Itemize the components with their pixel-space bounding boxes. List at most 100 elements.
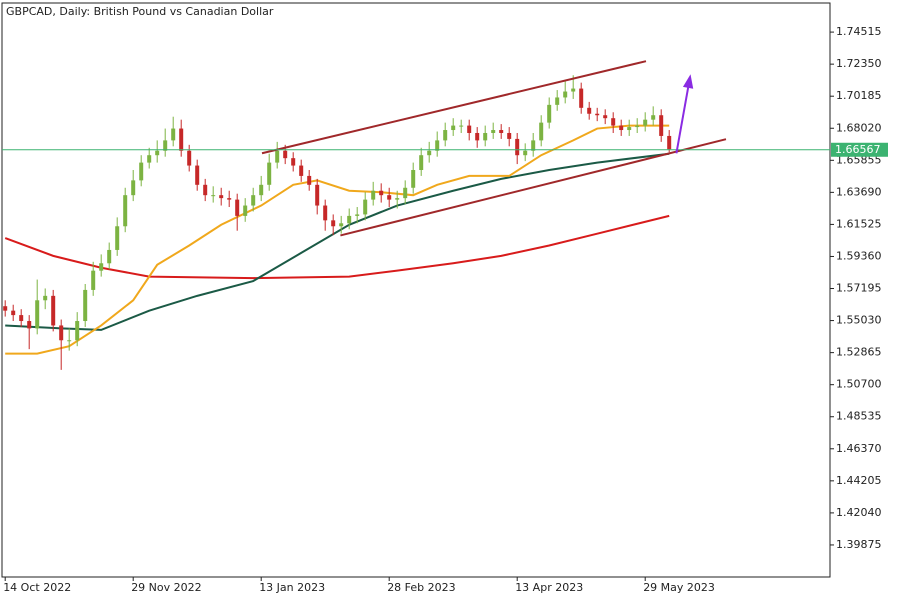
candle-body (515, 138, 520, 156)
candle-body (579, 88, 584, 108)
candle-body (387, 195, 392, 200)
current-price-box (831, 142, 888, 157)
x-tick-label: 29 May 2023 (643, 581, 715, 594)
candle-body (619, 125, 624, 131)
candle-body (195, 165, 200, 185)
candle-body (531, 140, 536, 151)
arrow-head (682, 74, 694, 89)
y-tick-label: 1.63690 (836, 185, 882, 198)
y-tick-label: 1.52865 (836, 346, 882, 359)
candle-body (99, 263, 104, 271)
candle-body (363, 199, 368, 215)
candle-body (547, 104, 552, 123)
candle-body (435, 140, 440, 151)
candle-body (283, 150, 288, 159)
candle-body (643, 119, 648, 126)
candle-body (659, 115, 664, 136)
x-tick-label: 29 Nov 2022 (131, 581, 201, 594)
candle-body (339, 223, 344, 227)
x-tick-label: 13 Jan 2023 (259, 581, 325, 594)
candle-body (67, 340, 72, 342)
candle-body (291, 158, 296, 166)
y-tick-label: 1.46370 (836, 442, 882, 455)
y-tick-label: 1.61525 (836, 217, 882, 230)
candle-body (483, 132, 488, 141)
candle-body (35, 300, 40, 329)
candle-body (443, 130, 448, 141)
candle-body (411, 170, 416, 188)
candle-body (299, 165, 304, 176)
y-tick-label: 1.57195 (836, 282, 882, 295)
candle-body (635, 125, 640, 128)
candle-body (91, 270, 96, 290)
candle-body (587, 107, 592, 114)
candle-body (499, 130, 504, 133)
moving-average (5, 152, 670, 331)
candle-body (179, 128, 184, 151)
y-tick-label: 1.72350 (836, 57, 882, 70)
candle-body (611, 118, 616, 126)
candle-body (595, 113, 600, 116)
candle-body (651, 115, 656, 120)
y-tick-label: 1.44205 (836, 474, 882, 487)
candle-body (211, 195, 216, 197)
y-tick-label: 1.48535 (836, 410, 882, 423)
candle-body (571, 88, 576, 92)
candle-body (307, 175, 312, 185)
chart-title: GBPCAD, Daily: British Pound vs Canadian… (6, 5, 274, 18)
candle-body (123, 195, 128, 227)
candle-body (163, 140, 168, 151)
candle-body (395, 198, 400, 200)
candle-body (427, 150, 432, 156)
current-price-label: 1.66567 (835, 143, 881, 156)
candle-body (491, 130, 496, 133)
candle-body (259, 184, 264, 196)
candle-body (203, 184, 208, 196)
x-tick-label: 14 Oct 2022 (3, 581, 71, 594)
candle-body (251, 195, 256, 206)
candle-body (459, 125, 464, 127)
y-tick-label: 1.55030 (836, 314, 882, 327)
candle-body (147, 155, 152, 163)
y-tick-label: 1.50700 (836, 378, 882, 391)
candle-body (467, 125, 472, 133)
candle-body (83, 289, 88, 322)
candle-body (59, 325, 64, 341)
candle-body (331, 220, 336, 227)
y-tick-label: 1.70185 (836, 89, 882, 102)
candle-body (627, 127, 632, 131)
candle-body (563, 91, 568, 98)
candle-body (419, 155, 424, 171)
candle-body (451, 125, 456, 131)
candle-body (27, 321, 32, 329)
candle-body (19, 315, 24, 322)
candle-body (115, 226, 120, 250)
candle-body (75, 321, 80, 341)
candle-body (243, 205, 248, 216)
candle-body (507, 132, 512, 139)
candle-body (235, 199, 240, 216)
candle-body (315, 184, 320, 206)
candle-body (371, 190, 376, 200)
moving-average (5, 124, 670, 355)
candle-body (219, 195, 224, 199)
y-tick-label: 1.39875 (836, 538, 882, 551)
candle-body (11, 310, 16, 316)
y-tick-label: 1.74515 (836, 25, 882, 38)
candle-body (267, 162, 272, 185)
y-tick-label: 1.42040 (836, 506, 882, 519)
candle-body (323, 205, 328, 221)
candle-body (227, 198, 232, 200)
candle-body (539, 122, 544, 141)
candle-body (347, 215, 352, 224)
candle-body (355, 214, 360, 216)
candle-body (51, 295, 56, 326)
plot-frame (1, 2, 831, 578)
y-tick-label: 1.68020 (836, 121, 882, 134)
x-tick-label: 28 Feb 2023 (387, 581, 455, 594)
candle-body (155, 150, 160, 156)
candle-body (171, 128, 176, 141)
candle-body (131, 180, 136, 196)
candle-body (379, 190, 384, 196)
